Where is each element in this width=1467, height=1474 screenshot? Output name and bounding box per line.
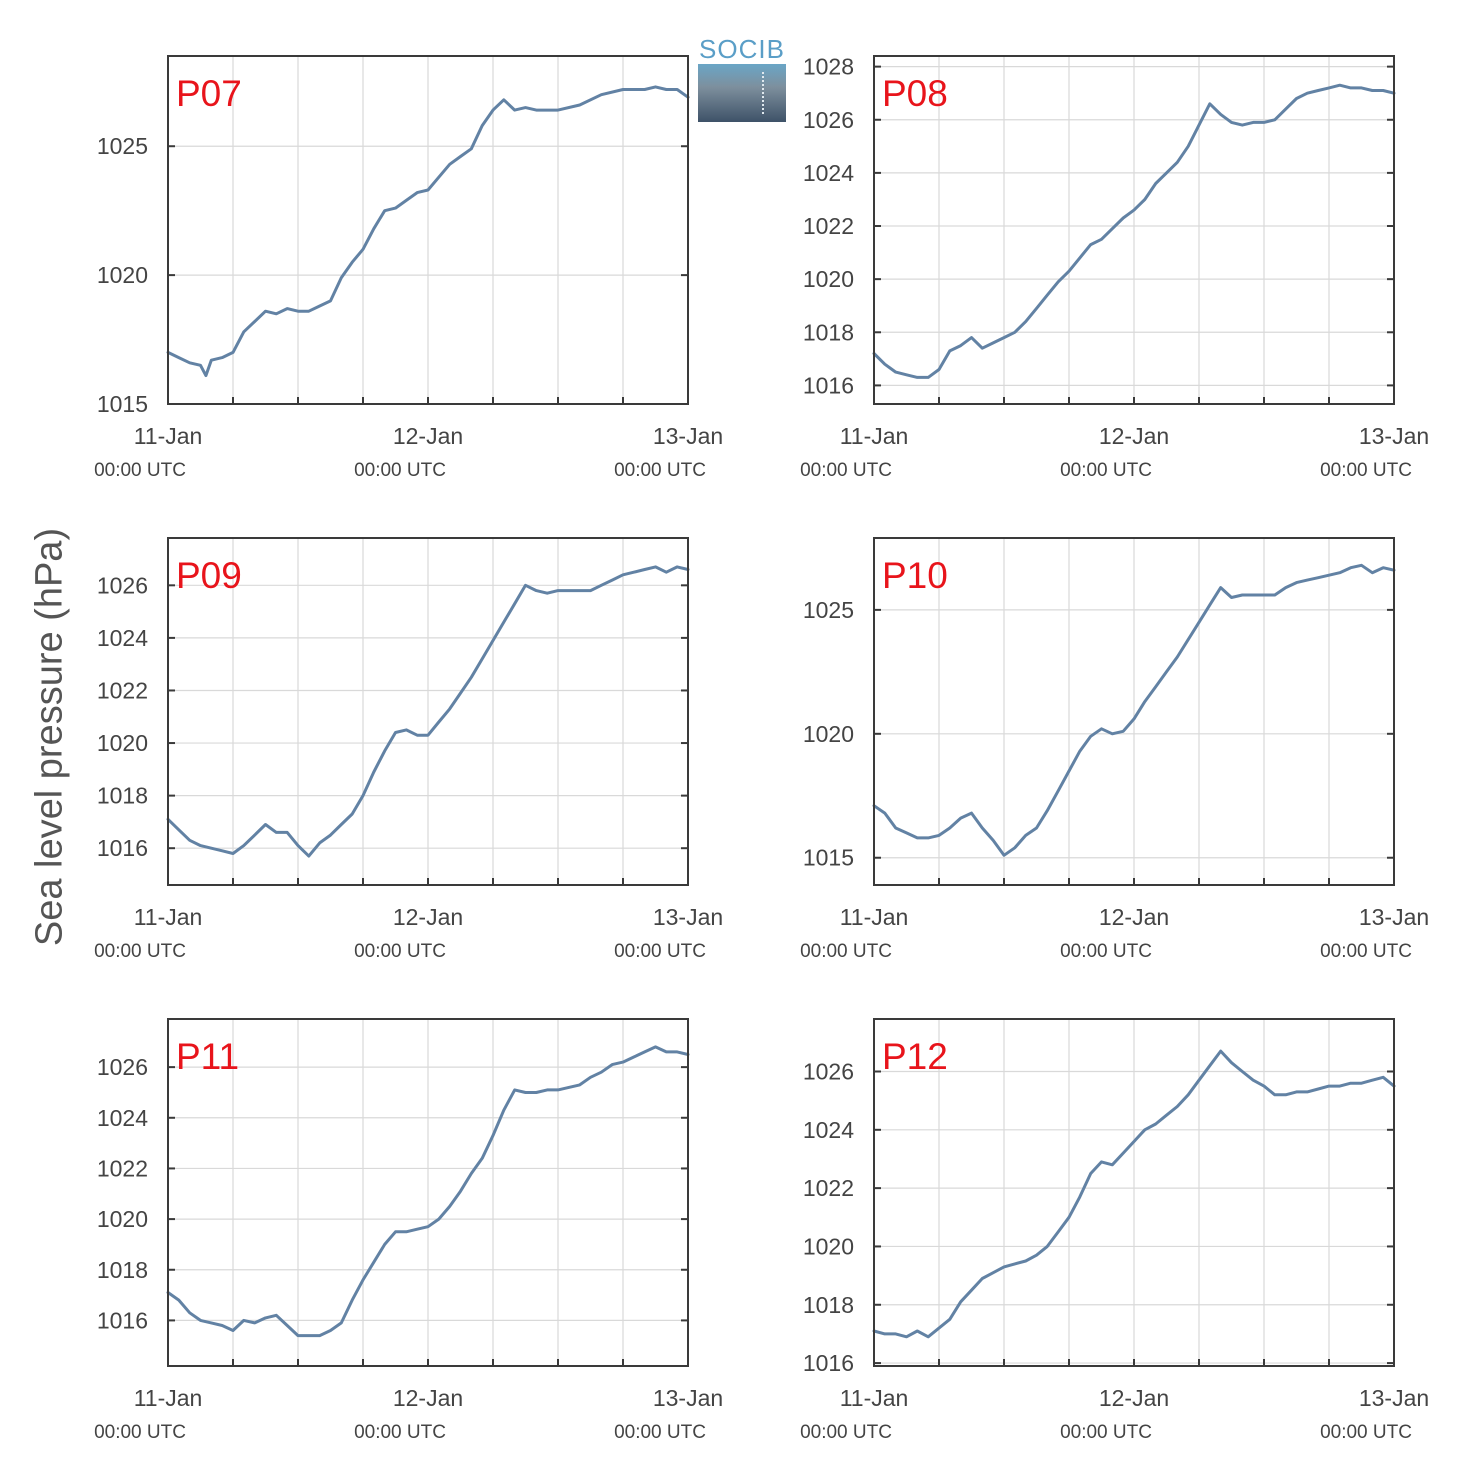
x-tick-sublabel: 00:00 UTC bbox=[1060, 941, 1152, 962]
y-tick-label: 1025 bbox=[803, 597, 854, 623]
y-tick-label: 1015 bbox=[97, 391, 148, 417]
series-line bbox=[872, 563, 1396, 857]
x-tick-sublabel: 00:00 UTC bbox=[1320, 941, 1412, 962]
x-tick-label: 12-Jan bbox=[1099, 904, 1169, 930]
x-tick-sublabel: 00:00 UTC bbox=[354, 460, 446, 481]
y-tick-label: 1024 bbox=[803, 160, 854, 186]
y-tick-label: 1018 bbox=[803, 319, 854, 345]
y-tick-label: 1026 bbox=[803, 1058, 854, 1084]
x-tick-label: 13-Jan bbox=[1359, 423, 1429, 449]
x-tick-sublabel: 00:00 UTC bbox=[614, 1422, 706, 1443]
panel-label: P11 bbox=[176, 1036, 239, 1077]
y-tick-label: 1018 bbox=[803, 1292, 854, 1318]
y-tick-label: 1016 bbox=[803, 1350, 854, 1376]
x-tick-label: 12-Jan bbox=[1099, 1385, 1169, 1411]
x-tick-sublabel: 00:00 UTC bbox=[1060, 1422, 1152, 1443]
x-tick-label: 12-Jan bbox=[393, 904, 463, 930]
series-line bbox=[872, 83, 1396, 379]
x-tick-sublabel: 00:00 UTC bbox=[614, 941, 706, 962]
y-tick-label: 1025 bbox=[97, 133, 148, 159]
y-tick-label: 1026 bbox=[97, 1054, 148, 1080]
x-tick-sublabel: 00:00 UTC bbox=[1320, 460, 1412, 481]
x-tick-label: 11-Jan bbox=[840, 904, 909, 930]
y-tick-label: 1016 bbox=[803, 372, 854, 398]
x-tick-label: 13-Jan bbox=[1359, 904, 1429, 930]
chart-panel-p11: 1016 1018 1020 1022 1024 1026 11-Jan 00:00 UTC 1… bbox=[94, 1018, 723, 1443]
y-tick-label: 1020 bbox=[803, 721, 854, 747]
y-tick-label: 1020 bbox=[803, 1233, 854, 1259]
y-tick-label: 1020 bbox=[97, 730, 148, 756]
x-tick-sublabel: 00:00 UTC bbox=[800, 460, 892, 481]
y-tick-label: 1015 bbox=[803, 845, 854, 871]
x-tick-sublabel: 00:00 UTC bbox=[94, 460, 186, 481]
x-tick-label: 12-Jan bbox=[393, 423, 463, 449]
socib-logo: SOCIB bbox=[696, 36, 788, 124]
x-tick-label: 11-Jan bbox=[840, 423, 909, 449]
y-tick-label: 1024 bbox=[803, 1117, 854, 1143]
y-tick-label: 1016 bbox=[97, 835, 148, 861]
logo-graphic bbox=[698, 64, 786, 122]
series-line bbox=[166, 565, 690, 858]
x-tick-label: 11-Jan bbox=[840, 1385, 909, 1411]
y-tick-label: 1022 bbox=[803, 1175, 854, 1201]
chart-panel-p12: 1016 1018 1020 1022 1024 1026 11-Jan 00:00 UTC 1… bbox=[800, 1018, 1429, 1443]
x-tick-label: 13-Jan bbox=[1359, 1385, 1429, 1411]
y-tick-label: 1026 bbox=[803, 107, 854, 133]
x-tick-label: 13-Jan bbox=[653, 423, 723, 449]
y-tick-label: 1026 bbox=[97, 572, 148, 598]
panel-label: P08 bbox=[882, 73, 948, 114]
x-tick-sublabel: 00:00 UTC bbox=[1320, 1422, 1412, 1443]
x-tick-sublabel: 00:00 UTC bbox=[94, 941, 186, 962]
series-line bbox=[166, 85, 690, 378]
series-line bbox=[166, 1045, 690, 1338]
panel-label: P12 bbox=[882, 1036, 948, 1077]
x-tick-label: 11-Jan bbox=[134, 904, 203, 930]
y-tick-label: 1020 bbox=[97, 1206, 148, 1232]
x-tick-sublabel: 00:00 UTC bbox=[614, 460, 706, 481]
y-tick-label: 1022 bbox=[803, 213, 854, 239]
chart-panel-p10: 1015 1020 1025 11-Jan 00:00 UTC 12-Jan 00:00 U… bbox=[800, 537, 1429, 962]
y-axis-label: Sea level pressure (hPa) bbox=[28, 527, 71, 947]
x-tick-sublabel: 00:00 UTC bbox=[354, 1422, 446, 1443]
x-tick-label: 13-Jan bbox=[653, 904, 723, 930]
panel-label: P07 bbox=[176, 73, 242, 114]
y-tick-label: 1022 bbox=[97, 1155, 148, 1181]
y-tick-label: 1024 bbox=[97, 625, 148, 651]
x-tick-sublabel: 00:00 UTC bbox=[800, 1422, 892, 1443]
chart-panel-p08: 1016 1018 1020 1022 1024 1026 1028 11-Jan 00:00 … bbox=[800, 54, 1429, 481]
y-tick-label: 1028 bbox=[803, 54, 854, 80]
y-tick-label: 1016 bbox=[97, 1307, 148, 1333]
x-tick-sublabel: 00:00 UTC bbox=[94, 1422, 186, 1443]
chart-panel-p09: 1016 1018 1020 1022 1024 1026 11-Jan 00:00 UTC 1… bbox=[94, 537, 723, 962]
y-tick-label: 1018 bbox=[97, 783, 148, 809]
panel-label: P10 bbox=[882, 555, 948, 596]
logo-text: SOCIB bbox=[699, 34, 785, 64]
chart-panel-p07: 1015 1020 1025 11-Jan 00:00 UTC 12-Jan 00:00 U… bbox=[94, 55, 723, 481]
y-tick-label: 1024 bbox=[97, 1105, 148, 1131]
x-tick-label: 11-Jan bbox=[134, 1385, 203, 1411]
y-tick-label: 1018 bbox=[97, 1257, 148, 1283]
x-tick-label: 11-Jan bbox=[134, 423, 203, 449]
series-line bbox=[872, 1049, 1396, 1339]
x-tick-label: 12-Jan bbox=[1099, 423, 1169, 449]
x-tick-label: 12-Jan bbox=[393, 1385, 463, 1411]
y-tick-label: 1020 bbox=[97, 262, 148, 288]
y-tick-label: 1022 bbox=[97, 677, 148, 703]
x-tick-label: 13-Jan bbox=[653, 1385, 723, 1411]
y-tick-label: 1020 bbox=[803, 266, 854, 292]
x-tick-sublabel: 00:00 UTC bbox=[800, 941, 892, 962]
panel-label: P09 bbox=[176, 555, 242, 596]
x-tick-sublabel: 00:00 UTC bbox=[1060, 460, 1152, 481]
x-tick-sublabel: 00:00 UTC bbox=[354, 941, 446, 962]
